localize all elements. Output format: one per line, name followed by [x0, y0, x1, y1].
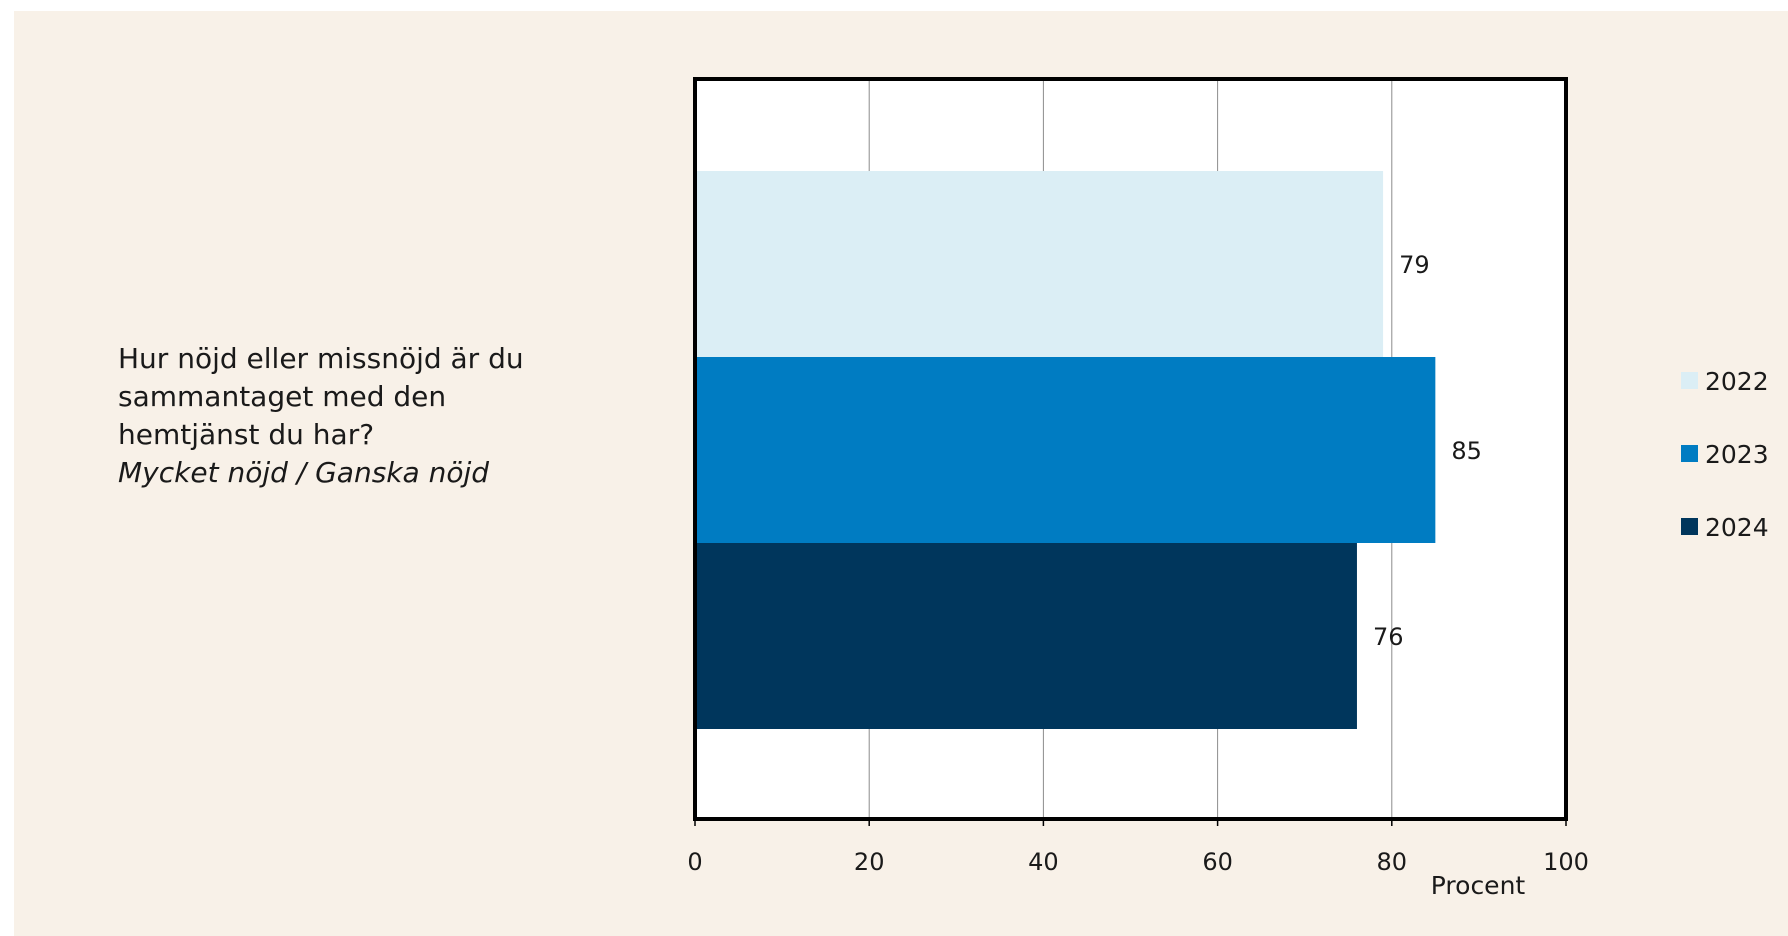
plot-area: 79 85 76 0 20 40 60 80 100 Procent: [687, 77, 1589, 900]
data-label: 76: [1373, 623, 1404, 651]
legend-label: 2022: [1705, 367, 1769, 396]
legend-swatch: [1681, 518, 1698, 535]
legend-swatch: [1681, 372, 1698, 389]
bar-2022: [695, 171, 1384, 357]
x-axis-title: Procent: [1431, 871, 1526, 900]
x-tick-label: 20: [854, 848, 885, 876]
legend-label: 2023: [1705, 440, 1769, 469]
data-label: 79: [1399, 251, 1430, 279]
category-label-line: hemtjänst du har?: [118, 418, 375, 451]
bar-2023: [695, 357, 1436, 543]
category-sublabel: Mycket nöjd / Ganska nöjd: [118, 456, 489, 489]
x-tick-label: 80: [1377, 848, 1408, 876]
plot-border: [693, 77, 1568, 821]
category-label-line: Hur nöjd eller missnöjd är du: [118, 342, 524, 375]
x-tick-label: 0: [687, 848, 702, 876]
x-tick-label: 100: [1543, 848, 1589, 876]
legend-swatch: [1681, 445, 1698, 462]
bar-2024: [695, 543, 1357, 729]
x-tick-label: 40: [1028, 848, 1059, 876]
category-label: Hur nöjd eller missnöjd är du sammantage…: [118, 340, 598, 492]
category-label-line: sammantaget med den: [118, 380, 447, 413]
data-label: 85: [1451, 437, 1482, 465]
legend-label: 2024: [1705, 513, 1769, 542]
legend: 2022 2023 2024: [1681, 367, 1769, 542]
x-tick-label: 60: [1202, 848, 1233, 876]
